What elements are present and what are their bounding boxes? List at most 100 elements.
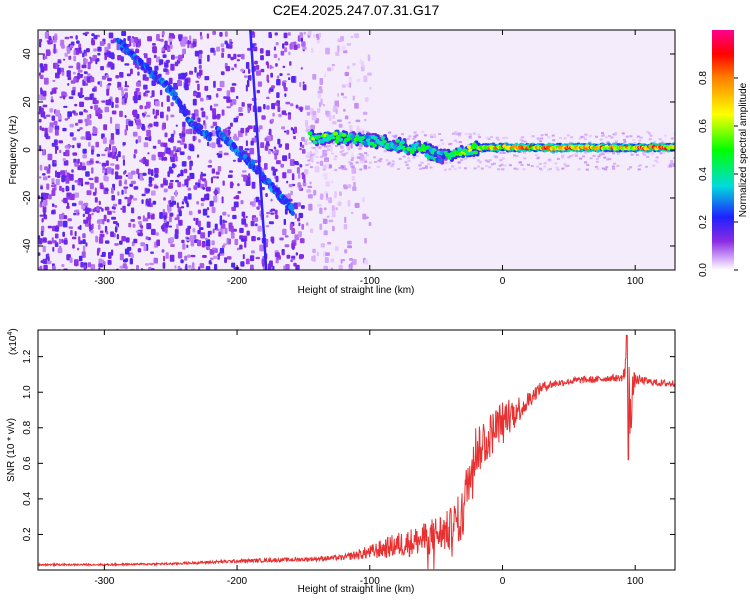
spectrogram-noise-cell: [330, 258, 335, 263]
spectrogram-haze-cell: [520, 164, 524, 166]
spectrogram-haze-cell: [614, 132, 618, 135]
spectrogram-noise-cell: [198, 266, 201, 270]
spectrogram-noise-cell: [236, 59, 240, 62]
spectrogram-noise-cell: [260, 48, 264, 54]
spectrogram-haze-cell: [505, 136, 509, 139]
spectrogram-noise-cell: [342, 96, 348, 99]
spectrogram-noise-cell: [40, 87, 43, 93]
spectrogram-noise-cell: [167, 45, 171, 49]
spectrogram-noise-cell: [331, 180, 334, 184]
spectrogram-noise-cell: [264, 137, 268, 142]
spectrogram-noise-cell: [316, 108, 321, 113]
spectrogram-noise-cell: [322, 218, 328, 224]
spectrogram-noise-cell: [180, 142, 185, 145]
spectrogram-noise-cell: [271, 88, 274, 92]
spectrogram-noise-cell: [174, 164, 177, 168]
spectrogram-noise-cell: [194, 50, 200, 57]
spectrogram-haze-cell: [668, 164, 672, 167]
spectrogram-noise-cell: [158, 39, 161, 42]
spectrogram-haze-cell: [385, 159, 389, 162]
spectrogram-noise-cell: [163, 197, 166, 201]
spectrogram-haze-cell: [561, 167, 565, 170]
spectrogram-noise-cell: [212, 247, 217, 251]
spectrogram-haze-cell: [479, 161, 483, 164]
spectrogram-noise-cell: [124, 98, 127, 104]
spectrogram-noise-cell: [114, 171, 119, 176]
spectrogram-haze-cell: [379, 158, 383, 161]
spectrogram-noise-cell: [44, 166, 48, 171]
spectrogram-noise-cell: [352, 95, 355, 101]
spectrogram-noise-cell: [75, 35, 78, 40]
spectrogram-x-tick-label: 100: [627, 276, 644, 287]
spectrogram-noise-cell: [222, 219, 225, 224]
spectrogram-haze-cell: [391, 160, 395, 163]
spectrogram-haze-cell: [394, 134, 398, 137]
spectrogram-noise-cell: [338, 39, 343, 43]
spectrogram-noise-cell: [216, 176, 219, 179]
spectrogram-noise-cell: [39, 214, 45, 217]
spectrogram-noise-cell: [163, 68, 168, 72]
spectrogram-noise-cell: [110, 231, 114, 237]
spectrogram-haze-cell: [440, 139, 444, 142]
spectrogram-noise-cell: [205, 186, 211, 192]
spectrogram-noise-cell: [82, 32, 86, 35]
spectrogram-noise-cell: [200, 197, 205, 202]
spectrogram-y-tick-label: -20: [22, 190, 33, 205]
spectrogram-noise-cell: [96, 219, 100, 224]
spectrogram-noise-cell: [169, 237, 174, 243]
spectrogram-noise-cell: [157, 139, 161, 145]
spectrogram-noise-cell: [67, 83, 70, 86]
spectrogram-noise-cell: [188, 210, 193, 216]
spectrogram-haze-cell: [463, 167, 467, 170]
spectrogram-noise-cell: [39, 176, 42, 179]
spectrogram-noise-cell: [168, 216, 172, 223]
spectrogram-noise-cell: [247, 107, 250, 114]
spectrogram-noise-cell: [232, 159, 236, 162]
spectrogram-haze-cell: [304, 143, 308, 145]
spectrogram-noise-cell: [202, 187, 206, 190]
spectrogram-noise-cell: [250, 220, 255, 227]
spectrogram-noise-cell: [181, 239, 185, 244]
spectrogram-noise-cell: [40, 260, 44, 263]
spectrogram-haze-cell: [343, 153, 347, 155]
spectrogram-noise-cell: [241, 218, 247, 225]
spectrogram-noise-cell: [139, 173, 144, 181]
spectrogram-haze-cell: [623, 140, 627, 143]
spectrogram-marks: [38, 30, 675, 270]
spectrogram-noise-cell: [57, 60, 62, 64]
spectrogram-noise-cell: [69, 132, 74, 137]
spectrogram-noise-cell: [209, 200, 214, 207]
spectrogram-noise-cell: [173, 146, 177, 152]
spectrogram-haze-cell: [421, 130, 425, 133]
spectrogram-noise-cell: [176, 202, 179, 208]
spectrogram-noise-cell: [43, 200, 47, 208]
spectrogram-noise-cell: [260, 142, 265, 148]
spectrogram-noise-cell: [77, 212, 80, 215]
spectrogram-haze-cell: [316, 161, 320, 164]
spectrogram-noise-cell: [224, 257, 227, 263]
spectrogram-noise-cell: [147, 168, 151, 175]
spectrogram-haze-cell: [523, 157, 527, 160]
spectrogram-noise-cell: [81, 251, 86, 258]
spectrogram-haze-cell: [305, 139, 308, 141]
spectrogram-noise-cell: [130, 253, 135, 258]
spectrogram-noise-cell: [275, 214, 279, 219]
spectrogram-haze-cell: [556, 157, 560, 160]
spectrogram-noise-cell: [197, 229, 201, 235]
spectrogram-noise-cell: [124, 88, 128, 91]
spectrogram-noise-cell: [268, 221, 274, 225]
spectrogram-haze-cell: [563, 137, 567, 140]
spectrogram-haze-cell: [629, 166, 633, 169]
spectrogram-noise-cell: [285, 143, 289, 150]
spectrogram-noise-cell: [281, 110, 287, 115]
spectrogram-noise-cell: [118, 175, 123, 179]
spectrogram-noise-cell: [325, 181, 331, 187]
spectrogram-noise-cell: [241, 174, 244, 178]
spectrogram-noise-cell: [42, 176, 48, 181]
spectrogram-haze-cell: [585, 168, 589, 171]
spectrogram-noise-cell: [38, 252, 41, 256]
spectrogram-noise-cell: [328, 219, 334, 223]
spectrogram-noise-cell: [174, 61, 179, 67]
spectrogram-haze-cell: [364, 160, 368, 163]
spectrogram-noise-cell: [90, 77, 95, 83]
